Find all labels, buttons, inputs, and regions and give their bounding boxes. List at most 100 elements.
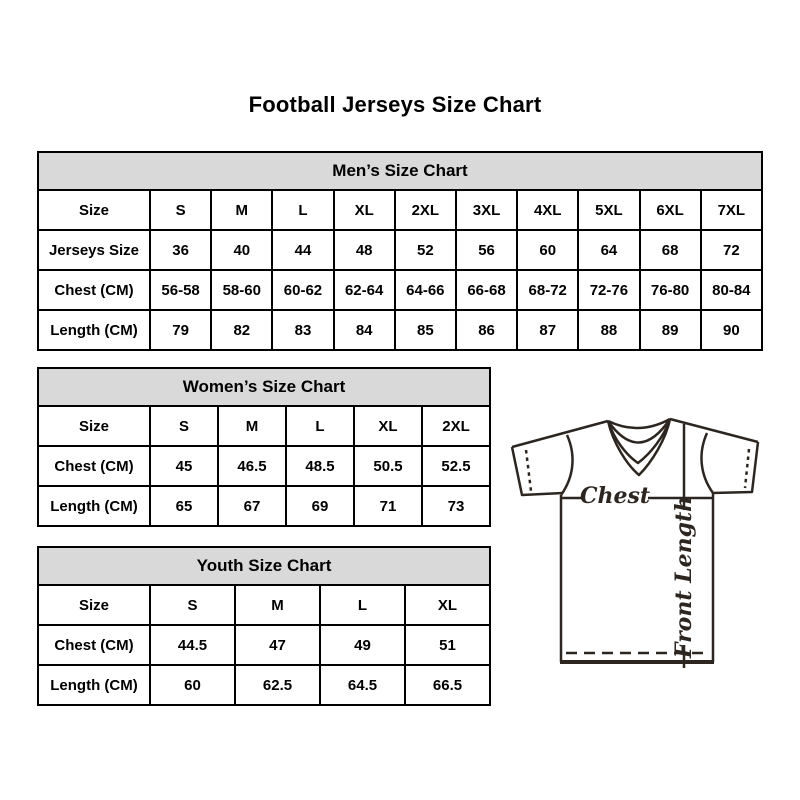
- table-cell: 64-66: [393, 269, 457, 311]
- table-cell: 62.5: [234, 664, 321, 706]
- table-cell: M: [234, 584, 321, 626]
- table-cell: XL: [353, 405, 423, 447]
- table-cell: 48: [332, 229, 396, 271]
- table-cell: 60-62: [271, 269, 335, 311]
- table-cell: 60: [516, 229, 580, 271]
- table-cell: 58-60: [210, 269, 274, 311]
- row-header-cell: Chest (CM): [37, 269, 151, 311]
- table-cell: 44: [271, 229, 335, 271]
- jersey-illustration: [510, 417, 760, 668]
- chest-measure-label: Chest: [579, 482, 651, 509]
- jersey-armhole-right: [700, 432, 715, 494]
- table-cell: 73: [421, 485, 491, 527]
- table-cell: L: [319, 584, 406, 626]
- table-cell: 68-72: [516, 269, 580, 311]
- jersey-shoulder-right: [669, 417, 759, 444]
- table-cell: 50.5: [353, 445, 423, 487]
- table-cell: 68: [638, 229, 702, 271]
- collar-v-inner: [606, 418, 672, 465]
- jersey-shoulder-left: [511, 419, 609, 449]
- table-cell: 47: [234, 624, 321, 666]
- collar-back-arc-upper: [607, 417, 671, 430]
- table-cell: 56: [454, 229, 519, 271]
- table-cell: 66-68: [454, 269, 519, 311]
- row-header-cell: Chest (CM): [37, 445, 151, 487]
- row-header-cell: Jerseys Size: [37, 229, 151, 271]
- table-cell: M: [210, 189, 274, 231]
- table-cell: XL: [404, 584, 491, 626]
- table-cell: 52: [393, 229, 457, 271]
- jersey-armhole-left: [559, 434, 574, 496]
- table-row: Length (CM) 79 82 83 84 85 86 87 88 89 90: [37, 309, 764, 351]
- table-cell: 88: [577, 309, 641, 351]
- table-cell: 79: [148, 309, 213, 351]
- table-cell: 76-80: [638, 269, 702, 311]
- youth-size-chart-table: Youth Size Chart Size S M L XL Chest (CM) 44.5 4…: [37, 546, 491, 706]
- table-row: Size S M L XL 2XL 3XL 4XL 5XL 6XL 7XL: [37, 189, 764, 231]
- front-length-measure-label: Front Length: [671, 495, 697, 659]
- womens-size-chart-table: Women’s Size Chart Size S M L XL 2XL Chest (CM)…: [37, 367, 491, 527]
- mens-size-chart-table: Men’s Size Chart Size S M L XL 2XL 3XL 4XL 5XL 6XL…: [37, 151, 764, 351]
- table-cell: 64.5: [319, 664, 406, 706]
- row-header-cell: Size: [37, 189, 151, 231]
- table-cell: 84: [332, 309, 396, 351]
- table-cell: 36: [148, 229, 213, 271]
- table-cell: 5XL: [577, 189, 641, 231]
- table-cell: 56-58: [148, 269, 213, 311]
- table-cell: 71: [353, 485, 423, 527]
- row-header-cell: Size: [37, 405, 151, 447]
- sleeve-cuff-stitch-left: [524, 449, 533, 492]
- row-header-cell: Length (CM): [37, 664, 151, 706]
- table-title-row: Youth Size Chart: [37, 546, 491, 586]
- youth-table: Youth Size Chart Size S M L XL Chest (CM) 44.5 4…: [37, 546, 491, 706]
- jersey-sleeve-right: [711, 441, 760, 495]
- table-title-row: Men’s Size Chart: [37, 151, 763, 191]
- table-cell: S: [149, 405, 219, 447]
- table-row: Size S M L XL 2XL: [37, 405, 491, 447]
- mens-table: Men’s Size Chart Size S M L XL 2XL 3XL 4XL 5XL 6XL…: [37, 151, 764, 351]
- table-cell: 48.5: [285, 445, 355, 487]
- table-cell: 2XL: [421, 405, 491, 447]
- row-header-cell: Length (CM): [37, 309, 151, 351]
- table-cell: 72-76: [577, 269, 641, 311]
- row-header-cell: Length (CM): [37, 485, 151, 527]
- table-cell: 89: [638, 309, 702, 351]
- table-row: Chest (CM) 44.5 47 49 51: [37, 624, 491, 666]
- table-cell: 82: [210, 309, 274, 351]
- table-cell: 2XL: [393, 189, 457, 231]
- table-cell: XL: [332, 189, 396, 231]
- table-cell: 85: [393, 309, 457, 351]
- collar-back-arc-lower: [606, 418, 672, 444]
- table-title: Men’s Size Chart: [37, 151, 763, 191]
- page-title: Football Jerseys Size Chart: [248, 92, 542, 117]
- table-cell: 51: [404, 624, 491, 666]
- table-row: Length (CM) 60 62.5 64.5 66.5: [37, 664, 491, 706]
- table-row: Jerseys Size 36 40 44 48 52 56 60 64 68 72: [37, 229, 764, 271]
- womens-table: Women’s Size Chart Size S M L XL 2XL Chest (CM)…: [37, 367, 491, 527]
- table-cell: 64: [577, 229, 641, 271]
- table-row: Length (CM) 65 67 69 71 73: [37, 485, 491, 527]
- table-cell: 62-64: [332, 269, 396, 311]
- table-cell: 52.5: [421, 445, 491, 487]
- table-cell: 6XL: [638, 189, 702, 231]
- table-cell: 7XL: [699, 189, 764, 231]
- table-title: Youth Size Chart: [37, 546, 491, 586]
- table-cell: S: [148, 189, 213, 231]
- table-cell: S: [149, 584, 236, 626]
- table-cell: 86: [454, 309, 519, 351]
- table-cell: 44.5: [149, 624, 236, 666]
- table-cell: 69: [285, 485, 355, 527]
- table-cell: 87: [516, 309, 580, 351]
- row-header-cell: Size: [37, 584, 151, 626]
- table-title-row: Women’s Size Chart: [37, 367, 491, 407]
- table-row: Chest (CM) 56-58 58-60 60-62 62-64 64-66 66-68…: [37, 269, 764, 311]
- table-cell: L: [285, 405, 355, 447]
- table-title: Women’s Size Chart: [37, 367, 491, 407]
- table-cell: 65: [149, 485, 219, 527]
- table-cell: 66.5: [404, 664, 491, 706]
- table-cell: 90: [699, 309, 764, 351]
- table-cell: 3XL: [454, 189, 519, 231]
- jersey-sleeve-left: [510, 446, 564, 497]
- jersey-measurement-diagram: Chest Front Length: [500, 405, 780, 685]
